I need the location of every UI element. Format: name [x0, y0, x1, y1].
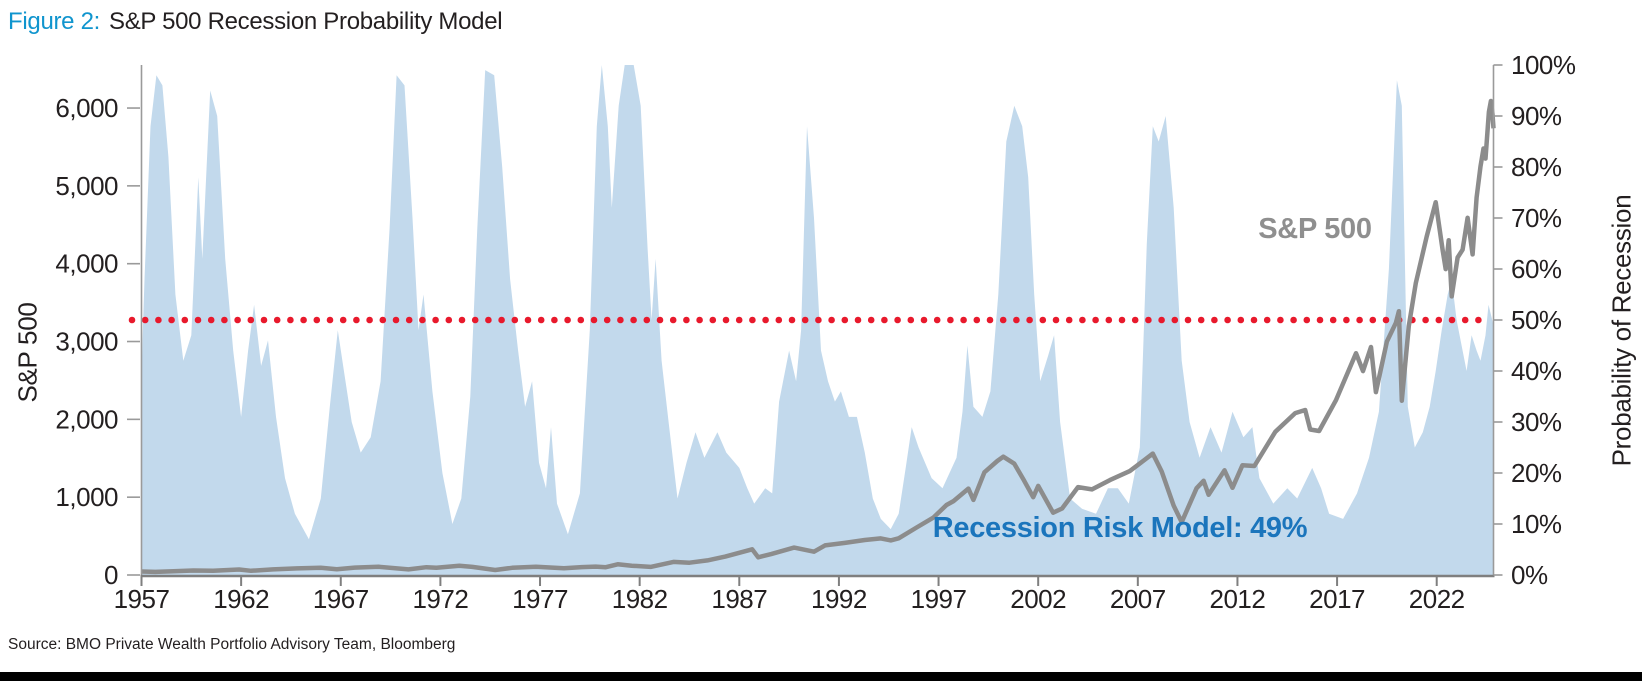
figure-label: Figure 2:: [8, 8, 101, 35]
x-axis-tick-label: 1957: [114, 584, 170, 614]
recession-model-annotation: Recession Risk Model: 49%: [932, 512, 1308, 544]
left-axis-tick-label: 6,000: [55, 93, 118, 123]
left-axis-tick-label: 2,000: [55, 404, 118, 434]
right-axis-tick-label: 10%: [1511, 509, 1562, 539]
right-axis-tick-label: 30%: [1511, 407, 1562, 437]
x-axis-tick-label: 1992: [811, 584, 867, 614]
right-axis-tick-label: 100%: [1511, 50, 1576, 80]
figure-title-text: S&P 500 Recession Probability Model: [109, 8, 503, 35]
right-axis-tick-label: 20%: [1511, 458, 1562, 488]
x-axis-tick-label: 2002: [1010, 584, 1066, 614]
x-axis-tick-label: 2012: [1210, 584, 1266, 614]
left-axis-tick-label: 0: [104, 560, 118, 590]
x-axis-tick-label: 1972: [412, 584, 468, 614]
x-axis-tick-label: 2017: [1309, 584, 1365, 614]
x-axis-tick-label: 1982: [612, 584, 668, 614]
right-axis-title: Probability of Recession: [1606, 194, 1637, 467]
source-note: Source: BMO Private Wealth Portfolio Adv…: [8, 636, 456, 653]
left-axis-tick-label: 4,000: [55, 249, 118, 279]
left-axis-tick-label: 1,000: [55, 482, 118, 512]
sp500-series-label: S&P 500: [1258, 213, 1372, 245]
right-axis-tick-label: 0%: [1511, 560, 1548, 590]
right-axis-tick-label: 40%: [1511, 356, 1562, 386]
right-axis-tick-label: 90%: [1511, 101, 1562, 131]
left-axis-tick-label: 3,000: [55, 327, 118, 357]
chart-canvas: 0 1,000 2,000 3,000 4,000 5,000 6,000 0% 10% 20% 3…: [55, 50, 1576, 614]
right-axis-tick-label: 60%: [1511, 254, 1562, 284]
x-axis-tick-label: 1977: [512, 584, 568, 614]
axes-layer: 0 1,000 2,000 3,000 4,000 5,000 6,000 0% 10% 20% 3…: [55, 50, 1576, 614]
x-axis-tick-label: 1987: [711, 584, 767, 614]
x-axis-tick-label: 1962: [213, 584, 269, 614]
right-axis-tick-label: 50%: [1511, 305, 1562, 335]
x-axis-tick-label: 2022: [1409, 584, 1465, 614]
right-axis-tick-label: 70%: [1511, 203, 1562, 233]
right-axis-tick-label: 80%: [1511, 152, 1562, 182]
figure-title: Figure 2: S&P 500 Recession Probability M…: [8, 8, 503, 36]
x-axis-tick-label: 1997: [911, 584, 967, 614]
left-axis-title: S&P 500: [12, 302, 43, 403]
left-axis-tick-label: 5,000: [55, 171, 118, 201]
sp500-line: [141, 98, 1496, 575]
x-axis-tick-label: 1967: [313, 584, 369, 614]
bottom-divider-bar: [0, 672, 1642, 681]
x-axis-tick-label: 2007: [1110, 584, 1166, 614]
